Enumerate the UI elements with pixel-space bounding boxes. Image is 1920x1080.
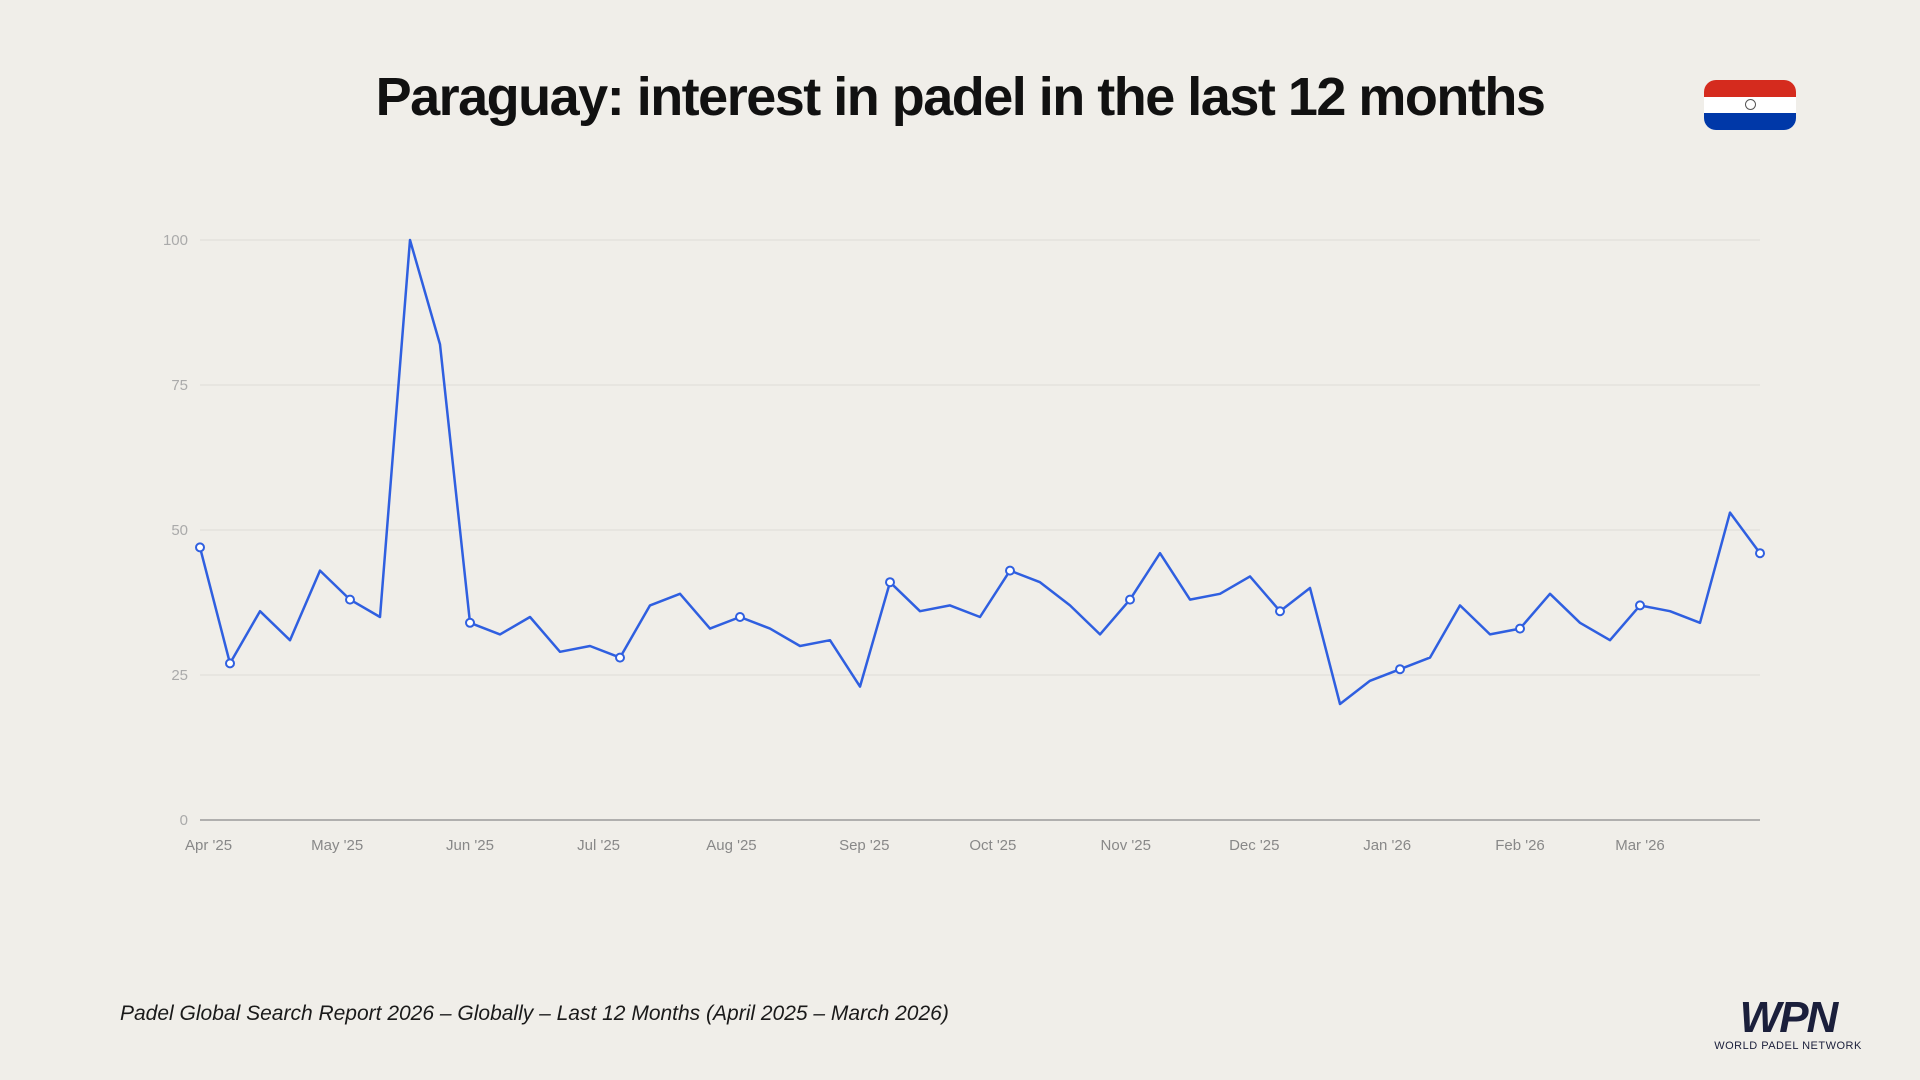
data-point xyxy=(1755,548,1765,559)
x-tick-label: Nov '25 xyxy=(1101,837,1151,854)
source-footnote: Padel Global Search Report 2026 – Global… xyxy=(120,1002,949,1025)
logo-mark: WPN xyxy=(1739,993,1839,1042)
x-tick-label: Jul '25 xyxy=(577,837,620,854)
logo-subtitle: WORLD PADEL NETWORK xyxy=(1714,1040,1862,1052)
y-tick-label: 0 xyxy=(180,812,188,829)
x-tick-label: Sep '25 xyxy=(839,837,889,854)
line-chart: 0 25 50 75 100 Apr '25 May '25 Jun '25 Jul '25 Au… xyxy=(163,232,1765,854)
data-point xyxy=(1005,565,1015,576)
data-point xyxy=(1635,600,1645,611)
x-tick-label: Mar '26 xyxy=(1615,837,1665,854)
y-tick-label: 75 xyxy=(171,377,188,394)
x-tick-label: Oct '25 xyxy=(969,837,1016,854)
data-point xyxy=(1125,594,1135,605)
data-point xyxy=(615,652,625,663)
x-tick-label: May '25 xyxy=(311,837,363,854)
data-point xyxy=(345,594,355,605)
paraguay-flag-icon xyxy=(1704,80,1796,130)
x-tick-label: Dec '25 xyxy=(1229,837,1279,854)
wpn-logo: WPN WORLD PADEL NETWORK xyxy=(1688,993,1888,1053)
data-point xyxy=(1395,664,1405,675)
x-tick-label: Aug '25 xyxy=(706,837,756,854)
data-point xyxy=(195,542,205,553)
x-tick-label: Jan '26 xyxy=(1363,837,1411,854)
data-point xyxy=(735,612,745,622)
y-tick-label: 100 xyxy=(163,232,188,249)
data-point xyxy=(1515,623,1525,634)
data-point xyxy=(1275,606,1285,617)
data-point xyxy=(465,617,475,628)
y-tick-label: 25 xyxy=(171,667,188,684)
x-tick-label: Jun '25 xyxy=(446,837,494,854)
chart-title: Paraguay: interest in padel in the last … xyxy=(375,67,1546,127)
x-tick-label: Apr '25 xyxy=(185,837,232,854)
x-tick-label: Feb '26 xyxy=(1495,837,1545,854)
data-point xyxy=(225,658,235,669)
y-tick-label: 50 xyxy=(171,522,188,539)
data-point xyxy=(885,577,895,588)
series-line xyxy=(198,238,1762,706)
